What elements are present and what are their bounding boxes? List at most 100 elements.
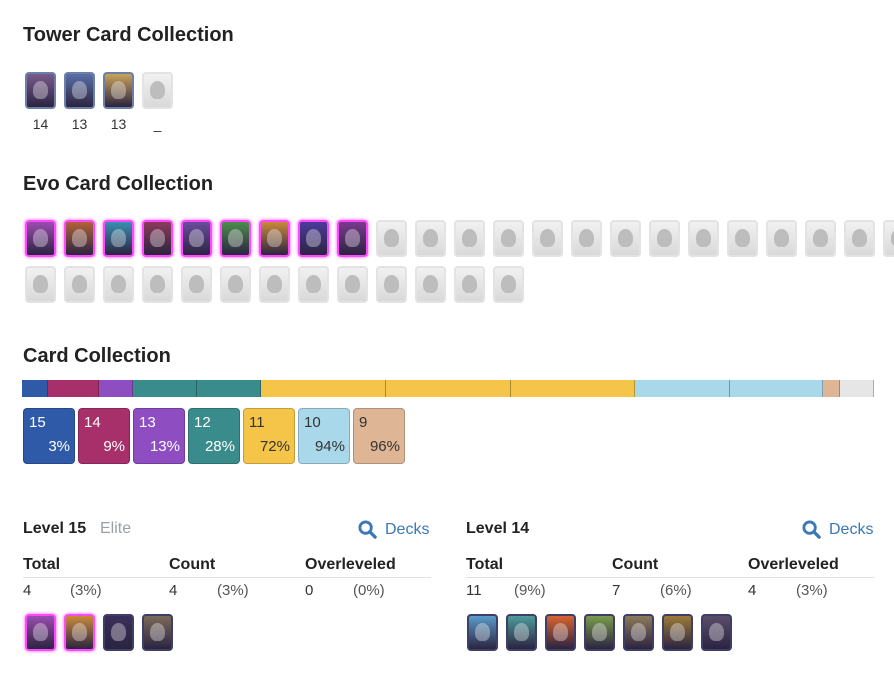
locked-evo-27-icon[interactable] [493,266,524,303]
tower-level-row: 14 13 13 _ [25,116,181,132]
level-box-percent: 9% [103,438,125,455]
locked-evo-13-icon[interactable] [844,220,875,257]
ice-spirit-icon[interactable] [506,614,537,651]
locked-evo-15-icon[interactable] [25,266,56,303]
card-portrait [33,229,48,247]
bar-segment-level-10 [635,380,823,397]
level15-decks-link[interactable]: Decks [358,520,429,539]
level-box-level: 9 [359,414,368,431]
locked-evo-16-icon[interactable] [64,266,95,303]
dagger-duchess-icon[interactable] [103,72,134,109]
locked-evo-1-icon[interactable] [376,220,407,257]
pekka-icon[interactable] [103,614,134,651]
card-portrait [423,275,438,293]
evo-barbarians-icon[interactable] [64,220,95,257]
locked-evo-23-icon[interactable] [337,266,368,303]
bar-segment-level-12 [132,380,261,397]
level14-total-pct: (9%) [514,582,546,599]
locked-evo-25-icon[interactable] [415,266,446,303]
locked-evo-7-icon[interactable] [610,220,641,257]
card-portrait [111,81,126,99]
card-portrait [228,275,243,293]
locked-evo-4-icon[interactable] [493,220,524,257]
locked-evo-8-icon[interactable] [649,220,680,257]
level-distribution-bar [22,380,874,397]
locked-evo-3-icon[interactable] [454,220,485,257]
evo-royal-giant-icon[interactable] [103,220,134,257]
locked-evo-6-icon[interactable] [571,220,602,257]
card-portrait [150,623,165,641]
locked-evo-20-icon[interactable] [220,266,251,303]
search-icon [802,520,821,539]
level-box-level: 10 [304,414,321,431]
tower-card-level: 14 [32,116,49,132]
locked-evo-17-icon[interactable] [103,266,134,303]
bar-tick [509,380,511,397]
locked-evo-26-icon[interactable] [454,266,485,303]
rocket-icon[interactable] [142,614,173,651]
locked-evo-10-icon[interactable] [727,220,758,257]
evo-dart-goblin-icon[interactable] [259,220,290,257]
level-box-level: 14 [84,414,101,431]
level14-decks-link[interactable]: Decks [802,520,873,539]
card-portrait [540,229,555,247]
bar-segment-level-9 [822,380,840,397]
level15-divider [23,577,431,578]
card-portrait [852,229,867,247]
level-box-15[interactable]: 15 3% [23,408,75,464]
level15-count-value: 4 [169,582,178,599]
evo-goblin-giant-icon[interactable] [220,220,251,257]
card-portrait [189,275,204,293]
level-box-11[interactable]: 11 72% [243,408,295,464]
evo-royal-recruits-icon[interactable] [181,220,212,257]
card-portrait [33,623,48,641]
level-box-13[interactable]: 13 13% [133,408,185,464]
level-box-12[interactable]: 12 28% [188,408,240,464]
level-box-percent: 3% [48,438,70,455]
evo-firecracker-icon[interactable] [142,220,173,257]
mega-knight-icon[interactable] [701,614,732,651]
card-portrait [345,229,360,247]
locked-evo-18-icon[interactable] [142,266,173,303]
level15-decks-label: Decks [385,520,430,538]
card-portrait [501,275,516,293]
card-portrait [72,623,87,641]
card-portrait [33,275,48,293]
tower-card-row [25,72,181,109]
level-box-9[interactable]: 9 96% [353,408,405,464]
locked-evo-19-icon[interactable] [181,266,212,303]
card-portrait [774,229,789,247]
level-box-14[interactable]: 14 9% [78,408,130,464]
evo-executioner-icon[interactable] [298,220,329,257]
locked-evo-24-icon[interactable] [376,266,407,303]
locked-evo-14-icon[interactable] [883,220,894,257]
locked-evo-22-icon[interactable] [298,266,329,303]
evo-archers-icon[interactable] [25,220,56,257]
card-portrait [150,229,165,247]
level-box-level: 11 [249,414,265,431]
evo-archers-icon[interactable] [25,614,56,651]
cannoneer-icon[interactable] [64,72,95,109]
locked-evo-9-icon[interactable] [688,220,719,257]
locked-evo-2-icon[interactable] [415,220,446,257]
giant-snowball-icon[interactable] [623,614,654,651]
locked-evo-21-icon[interactable] [259,266,290,303]
locked-evo-5-icon[interactable] [532,220,563,257]
prince-icon[interactable] [662,614,693,651]
locked-evo-12-icon[interactable] [805,220,836,257]
tower-princess-icon[interactable] [25,72,56,109]
level-box-percent: 13% [149,438,180,455]
fireball-icon[interactable] [545,614,576,651]
card-portrait [33,81,48,99]
locked-evo-11-icon[interactable] [766,220,797,257]
card-portrait [111,623,126,641]
card-portrait [501,229,516,247]
goblin-gang-icon[interactable] [584,614,615,651]
evo-royal-recruits-icon[interactable] [64,614,95,651]
evo-witch-icon[interactable] [337,220,368,257]
royal-chef-icon[interactable] [142,72,173,109]
card-portrait [189,229,204,247]
card-portrait [553,623,568,641]
ice-wizard-icon[interactable] [467,614,498,651]
level-box-10[interactable]: 10 94% [298,408,350,464]
